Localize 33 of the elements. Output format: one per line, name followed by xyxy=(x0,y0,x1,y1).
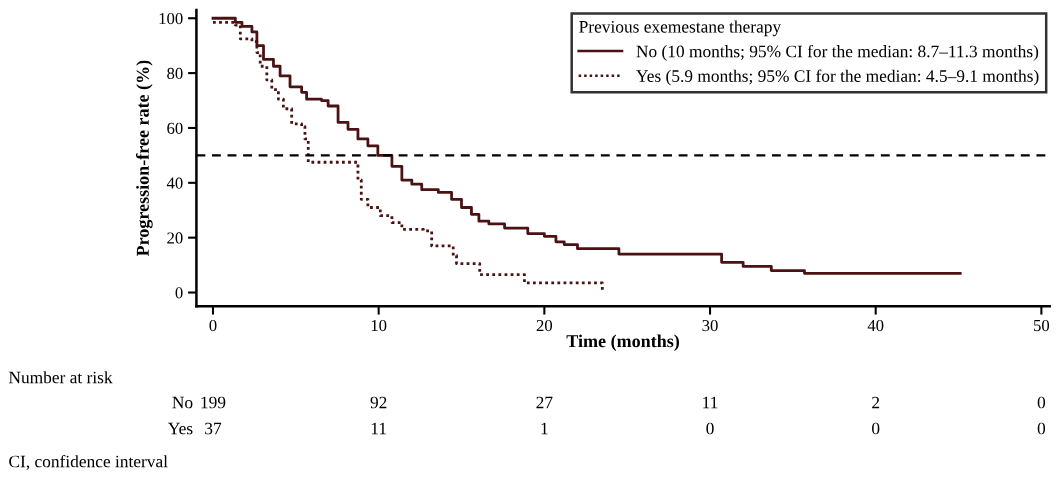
y-tick-label: 100 xyxy=(159,12,183,25)
text: 37 xyxy=(205,422,222,435)
text: 0 xyxy=(706,422,714,435)
y-tick-label: 0 xyxy=(175,287,183,299)
text: No xyxy=(172,396,193,409)
text: Yes xyxy=(168,422,193,435)
y-tick-label: 60 xyxy=(167,122,183,134)
text: 11 xyxy=(703,396,718,409)
x-tick-label: 10 xyxy=(371,319,387,332)
x-tick-label: 50 xyxy=(1034,319,1050,332)
legend-label: No (10 months; 95% CI for the median: 8.7–11.3 months) xyxy=(636,44,1039,61)
text: 0 xyxy=(1037,396,1046,409)
text: Number at risk xyxy=(8,371,113,384)
text: 0 xyxy=(872,422,880,435)
text: 0 xyxy=(1037,422,1046,435)
text: 2 xyxy=(872,396,880,409)
y-tick-label: 40 xyxy=(166,177,183,189)
x-tick-label: 20 xyxy=(536,319,553,332)
y-axis-title: Progression-free rate (%) xyxy=(135,60,153,257)
legend-label: Yes (5.9 months; 95% CI for the median: 4.5–9.1 months) xyxy=(636,69,1039,86)
x-tick-label: 30 xyxy=(702,319,718,332)
x-tick-label: 0 xyxy=(209,319,217,332)
text: CI, confidence interval xyxy=(9,454,168,470)
y-tick-label: 20 xyxy=(167,232,183,244)
y-tick-label: 80 xyxy=(167,67,183,80)
text: 199 xyxy=(201,396,226,409)
text: 92 xyxy=(370,396,387,409)
text: 1 xyxy=(541,422,548,435)
text: 27 xyxy=(536,396,553,409)
x-axis-title: Time (months) xyxy=(566,334,680,351)
x-tick-label: 40 xyxy=(867,319,884,332)
legend-title: Previous exemestane therapy xyxy=(579,20,782,37)
text: 11 xyxy=(371,422,386,435)
